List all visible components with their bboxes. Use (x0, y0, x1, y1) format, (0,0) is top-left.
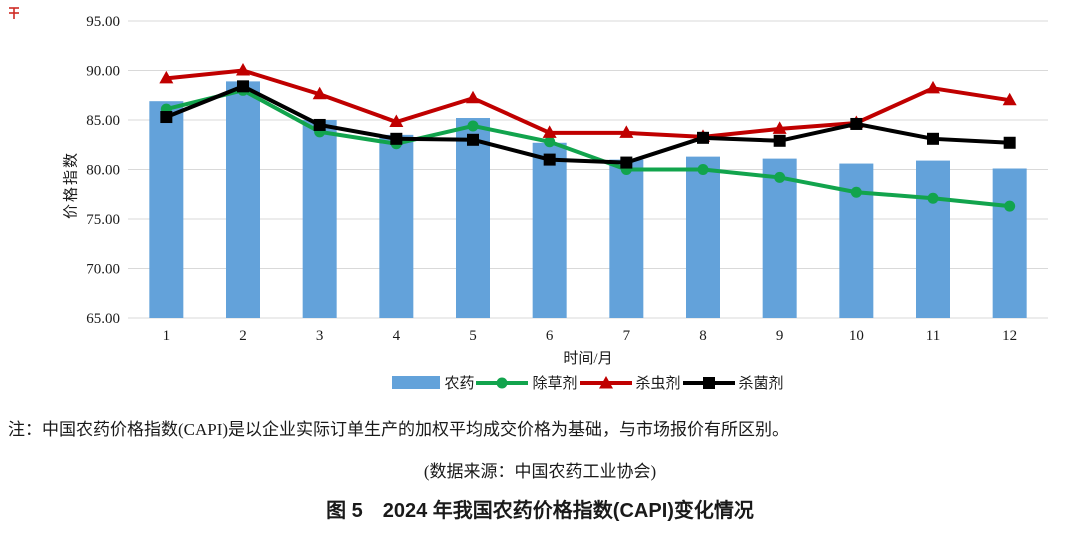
circle-marker (927, 192, 939, 204)
y-tick-label: 80.00 (86, 163, 120, 179)
source-text: (数据来源：中国农药工业协会) (423, 462, 657, 481)
square-marker (697, 131, 709, 144)
x-tick-label: 7 (623, 328, 631, 344)
triangle-marker (619, 125, 634, 138)
square-marker (850, 117, 863, 130)
circle-marker (774, 171, 786, 183)
square-marker (543, 153, 556, 166)
note-text: 注：中国农药价格指数(CAPI)是以企业实际订单生产的加权平均成交价格为基础，与… (8, 420, 790, 439)
bar-month-5 (456, 118, 490, 319)
legend-label-insecticide: 杀虫剂 (635, 376, 681, 392)
red-corner-mark (9, 7, 19, 19)
bar-month-2 (226, 81, 260, 318)
circle-marker (1004, 200, 1016, 212)
bar-month-7 (609, 159, 644, 318)
chart-legend: 农药 除草剂 杀虫剂 杀菌剂 (128, 372, 1048, 393)
bar-month-6 (532, 142, 567, 318)
square-marker (237, 80, 249, 93)
circle-marker (544, 136, 556, 148)
x-tick-label: 12 (1002, 328, 1017, 344)
y-tick-label: 70.00 (86, 262, 120, 278)
figure-caption: 图 5 2024 年我国农药价格指数(CAPI)变化情况 (326, 500, 754, 522)
legend-line-circle-swatch (476, 377, 529, 388)
legend-label-herbicide: 除草剂 (532, 376, 578, 392)
legend-item-insecticide: 杀虫剂 (579, 372, 681, 393)
square-marker (390, 132, 403, 145)
y-tick-label: 75.00 (86, 212, 120, 228)
line-circle (165, 88, 1010, 209)
triangle-marker (159, 70, 174, 84)
x-tick-label: 9 (776, 328, 784, 344)
x-tick-label: 2 (239, 328, 247, 344)
x-tick-label: 10 (849, 328, 864, 344)
circle-marker (850, 186, 862, 198)
bar-month-10 (839, 163, 874, 318)
triangle-marker (542, 125, 557, 138)
bar-month-12 (992, 168, 1027, 318)
legend-item-pesticide: 农药 (392, 372, 474, 393)
y-tick-label: 85.00 (86, 113, 120, 129)
bar-month-11 (916, 160, 950, 318)
bar-month-3 (302, 120, 337, 318)
bar-month-9 (762, 158, 797, 318)
legend-item-fungicide: 杀菌剂 (682, 372, 784, 393)
line-square (165, 84, 1010, 165)
legend-item-herbicide: 除草剂 (476, 372, 578, 393)
square-marker (160, 111, 173, 124)
x-tick-label: 4 (393, 328, 401, 344)
legend-label-pesticide: 农药 (444, 376, 475, 392)
circle-marker (697, 164, 709, 175)
triangle-marker (926, 80, 940, 94)
x-tick-label: 1 (163, 328, 171, 344)
triangle-marker (312, 86, 327, 100)
square-marker (1003, 136, 1016, 149)
circle-marker (467, 120, 479, 132)
line-triangle (166, 68, 1010, 139)
x-tick-label: 8 (699, 328, 707, 344)
legend-line-triangle-swatch (579, 375, 632, 388)
triangle-marker (389, 114, 404, 127)
y-tick-label: 90.00 (86, 64, 120, 80)
y-tick-label: 95.00 (86, 14, 120, 30)
y-tick-label: 65.00 (86, 311, 120, 327)
square-marker (467, 133, 479, 146)
square-marker (773, 134, 786, 147)
triangle-marker (466, 90, 480, 104)
y-axis-title: 价格指数 (63, 150, 80, 220)
bar-month-4 (379, 134, 414, 318)
bar-month-1 (149, 101, 184, 318)
x-axis-title: 时间/月 (563, 351, 613, 367)
x-tick-label: 3 (316, 328, 324, 344)
triangle-marker (236, 63, 250, 76)
legend-label-fungicide: 杀菌剂 (738, 376, 784, 392)
square-marker (927, 132, 939, 145)
square-marker (620, 156, 633, 169)
x-tick-label: 5 (469, 328, 477, 344)
square-marker (313, 118, 326, 131)
x-tick-label: 11 (926, 328, 940, 344)
legend-line-square-swatch (682, 376, 735, 389)
bar-month-8 (686, 156, 720, 318)
legend-bar-swatch (392, 376, 441, 389)
triangle-marker (1002, 92, 1017, 106)
triangle-marker (772, 121, 787, 134)
x-tick-label: 6 (546, 328, 554, 344)
